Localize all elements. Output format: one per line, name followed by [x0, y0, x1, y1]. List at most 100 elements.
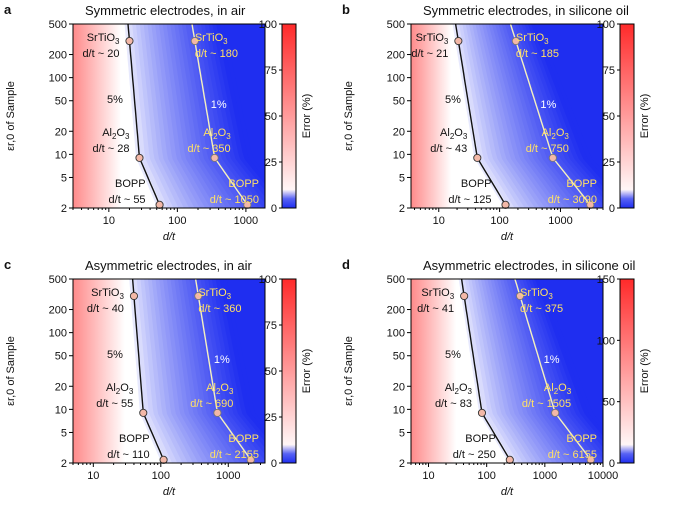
panel-letter: b	[342, 2, 350, 17]
marker-1pct	[548, 153, 557, 162]
label-1pct-material: Al2O3	[544, 382, 572, 396]
y-tick-label: 10	[55, 404, 67, 416]
panel-title: Asymmetric electrodes, in air	[85, 258, 253, 273]
x-axis-label: d/t	[163, 231, 176, 243]
y-tick-label: 500	[387, 19, 405, 31]
label-1pct-ratio: d/t ~ 750	[526, 143, 569, 155]
label-5pct-ratio: d/t ~ 20	[82, 48, 119, 60]
y-tick-label: 10	[55, 149, 67, 161]
x-axis-label: d/t	[501, 231, 514, 243]
marker-5pct	[125, 36, 134, 46]
contour-5pct	[454, 24, 508, 208]
chart-panel-a: a Symmetric electrodes, in air SrTiO3 d/t ~…	[4, 2, 313, 243]
x-tick-label: 10	[103, 215, 115, 227]
label-1pct-material: SrTiO3	[516, 32, 549, 46]
marker-5pct	[473, 153, 482, 162]
y-tick-label: 5	[399, 427, 405, 439]
y-axis-label: εr,0 of Sample	[343, 81, 355, 151]
contour-5pct	[460, 279, 513, 463]
contour-1pct	[514, 279, 594, 463]
colorbar-tick-label: 25	[265, 157, 277, 169]
colorbar-label: Error (%)	[639, 94, 651, 139]
contour-label-1pct: 1%	[211, 99, 227, 111]
label-5pct-material: Al2O3	[445, 382, 473, 396]
colorbar-tick-label: 100	[259, 274, 277, 286]
y-tick-label: 500	[49, 274, 67, 286]
heatmap-field	[73, 24, 265, 208]
colorbar-tick-label: 50	[603, 397, 615, 409]
label-1pct-ratio: d/t ~ 350	[188, 143, 231, 155]
y-tick-label: 200	[387, 305, 405, 317]
label-1pct-ratio: d/t ~ 185	[516, 48, 559, 60]
label-5pct-ratio: d/t ~ 250	[453, 449, 496, 461]
y-axis-label: εr,0 of Sample	[5, 336, 17, 406]
y-tick-label: 2	[61, 458, 67, 470]
y-tick-label: 100	[387, 328, 405, 340]
heatmap-red-edge	[411, 279, 457, 463]
heatmap-red-edge	[411, 24, 452, 208]
label-5pct-ratio: d/t ~ 41	[417, 303, 454, 315]
y-tick-label: 500	[49, 19, 67, 31]
label-5pct-ratio: d/t ~ 28	[92, 143, 129, 155]
panel-letter: c	[4, 257, 11, 272]
panel-letter: d	[342, 257, 350, 272]
y-tick-label: 5	[61, 427, 67, 439]
label-1pct-material: Al2O3	[203, 127, 231, 141]
label-1pct-material: Al2O3	[542, 127, 570, 141]
contour-label-1pct: 1%	[540, 99, 556, 111]
label-1pct-material: BOPP	[228, 178, 259, 190]
y-tick-label: 2	[61, 203, 67, 215]
colorbar-tick-label: 75	[603, 65, 615, 77]
label-1pct-material: SrTiO3	[198, 287, 231, 301]
chart-panel-c: c Asymmetric electrodes, in air SrTiO3 d/t …	[4, 257, 313, 498]
label-1pct-material: BOPP	[228, 433, 259, 445]
contour-label-5pct: 5%	[107, 94, 123, 106]
colorbar-label: Error (%)	[301, 349, 313, 394]
label-5pct-material: SrTiO3	[87, 32, 120, 46]
plot-frame	[72, 23, 266, 209]
y-tick-label: 500	[387, 274, 405, 286]
colorbar-label: Error (%)	[301, 94, 313, 139]
label-1pct-ratio: d/t ~ 3090	[548, 194, 597, 206]
y-tick-label: 20	[55, 126, 67, 138]
x-tick-label: 1000	[548, 215, 572, 227]
label-5pct-ratio: d/t ~ 110	[107, 449, 149, 461]
heatmap-red-edge	[73, 24, 121, 208]
y-tick-label: 2	[399, 458, 405, 470]
x-tick-label: 10	[422, 470, 434, 482]
label-5pct-ratio: d/t ~ 55	[96, 398, 133, 410]
chart-panel-b: b Symmetric electrodes, in silicone oil Sr…	[342, 2, 651, 243]
label-5pct-ratio: d/t ~ 40	[87, 303, 124, 315]
label-1pct-material: SrTiO3	[520, 287, 553, 301]
y-tick-label: 100	[49, 73, 67, 85]
label-1pct-material: SrTiO3	[195, 32, 228, 46]
colorbar-tick-label: 75	[265, 320, 277, 332]
x-tick-label: 1000	[533, 470, 557, 482]
label-1pct-ratio: d/t ~ 180	[195, 48, 238, 60]
y-tick-label: 5	[61, 172, 67, 184]
plot-frame	[410, 23, 604, 209]
marker-5pct	[460, 291, 469, 301]
contour-label-1pct: 1%	[214, 354, 230, 366]
colorbar-tick-label: 25	[265, 412, 277, 424]
contour-label-5pct: 5%	[445, 349, 461, 361]
label-5pct-material: BOPP	[461, 178, 492, 190]
label-5pct-material: Al2O3	[440, 127, 468, 141]
x-tick-label: 100	[477, 470, 495, 482]
colorbar-tick-label: 100	[597, 19, 615, 31]
label-5pct-material: BOPP	[115, 178, 146, 190]
colorbar-tick-label: 50	[603, 111, 615, 123]
heatmap-field	[73, 279, 265, 463]
colorbar-label: Error (%)	[639, 349, 651, 394]
y-tick-label: 200	[49, 305, 67, 317]
colorbar-tick-label: 0	[609, 203, 615, 215]
contour-label-5pct: 5%	[107, 349, 123, 361]
marker-1pct	[511, 36, 520, 46]
heatmap-field	[411, 24, 603, 208]
label-5pct-material: BOPP	[465, 433, 496, 445]
heatmap-field	[411, 279, 603, 463]
panel-title: Symmetric electrodes, in silicone oil	[423, 3, 629, 18]
label-1pct-material: Al2O3	[206, 382, 234, 396]
y-tick-label: 200	[49, 50, 67, 62]
x-tick-label: 100	[168, 215, 186, 227]
